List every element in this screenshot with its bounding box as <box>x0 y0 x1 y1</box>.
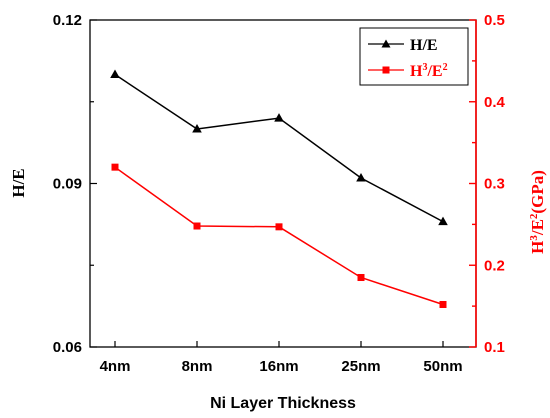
data-point-h3-e2 <box>439 300 447 308</box>
legend-mid: /E <box>426 63 442 80</box>
legend: H/E H3/E2 <box>359 27 469 86</box>
legend-box <box>359 27 469 86</box>
x-tick-label: 50nm <box>423 358 462 375</box>
x-tick-label: 4nm <box>100 358 131 375</box>
x-tick-label: 16nm <box>259 358 298 375</box>
right-label-h: H <box>528 241 547 254</box>
y-axis-left-label: H/E <box>9 168 28 197</box>
legend-e-sup: 2 <box>443 62 448 73</box>
right-label-e-sup: 2 <box>528 213 540 219</box>
data-point-h-e <box>274 113 284 122</box>
y-right-tick-label: 0.3 <box>484 176 505 193</box>
y-axis-right-label: H3/E2(GPa) <box>528 170 547 254</box>
y-left-tick-label: 0.06 <box>53 339 82 356</box>
axes-layer: 4nm 8nm 16nm 25nm 50nm 0.06 0.09 0.12 0.1 0.2 0.3 0… <box>53 12 506 375</box>
y-left-tick-label: 0.09 <box>53 176 82 193</box>
legend-label-h-e: H/E <box>410 37 438 54</box>
y-right-tick-label: 0.5 <box>484 12 505 29</box>
series-layer <box>110 69 448 308</box>
data-point-h3-e2 <box>193 222 201 230</box>
data-point-h-e <box>438 216 448 226</box>
data-point-h3-e2 <box>275 223 283 231</box>
legend-label-h3-e2: H3/E2 <box>410 62 448 80</box>
x-tick-label: 8nm <box>182 358 213 375</box>
data-point-h-e <box>356 173 366 182</box>
x-axis-label: Ni Layer Thickness <box>210 395 356 412</box>
x-tick-label: 25nm <box>341 358 380 375</box>
legend-marker-triangle <box>381 39 391 48</box>
right-label-h-sup: 3 <box>528 235 540 241</box>
y-right-tick-label: 0.1 <box>484 339 505 356</box>
legend-marker-square <box>382 66 390 74</box>
data-point-h-e <box>192 124 202 133</box>
legend-h-sup: 3 <box>422 62 427 73</box>
right-label-unit: (GPa) <box>528 170 547 213</box>
right-label-mid: /E <box>528 219 547 236</box>
data-point-h-e <box>110 69 120 78</box>
y-left-tick-label: 0.12 <box>53 12 82 29</box>
data-point-h3-e2 <box>357 274 365 282</box>
y-right-tick-label: 0.2 <box>484 257 505 274</box>
y-right-tick-label: 0.4 <box>484 94 506 111</box>
legend-h: H <box>410 63 423 80</box>
data-point-h3-e2 <box>111 163 119 171</box>
